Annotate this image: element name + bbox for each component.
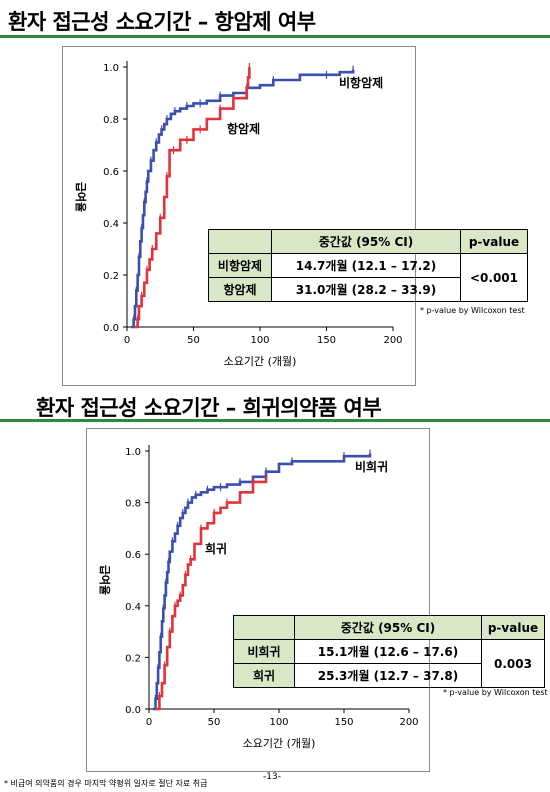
table-row-label: 비항암제 xyxy=(208,253,272,278)
table-row-label: 항암제 xyxy=(208,277,272,302)
chart-panel-anticancer: 0.0 0.2 0.4 0.6 0.8 1.0 0 50 100 150 200 소요기간 (개월) 급… xyxy=(62,46,528,386)
table-row-label: 비희귀 xyxy=(233,639,295,664)
table-header-median: 중간값 (95% CI) xyxy=(294,615,482,640)
x-tick-label: 150 xyxy=(317,335,336,346)
x-tick-label: 50 xyxy=(208,717,221,728)
wilcoxon-note: * p-value by Wilcoxon test xyxy=(420,306,525,315)
table-row-label: 희귀 xyxy=(233,663,295,688)
table-header-blank xyxy=(233,615,295,640)
km-chart-rare-drug: 0.0 0.2 0.4 0.6 0.8 1.0 0 50 100 150 200 소요기간 (개월) 급… xyxy=(98,445,419,750)
y-tick-label: 0.4 xyxy=(125,602,141,613)
y-tick-label: 0.0 xyxy=(125,705,141,716)
x-tick-label: 100 xyxy=(250,335,269,346)
series-label: 비희귀 xyxy=(355,459,388,474)
table-header-pvalue: p-value xyxy=(460,229,528,254)
table-cell-median: 25.3개월 (12.7 – 37.8) xyxy=(294,663,482,688)
table-header-median: 중간값 (95% CI) xyxy=(271,229,461,254)
chart-panel-rare-drug: 0.0 0.2 0.4 0.6 0.8 1.0 0 50 100 150 200 소요기간 (개월) 급… xyxy=(86,428,545,772)
median-table-rare-drug: 중간값 (95% CI) p-value 비희귀 15.1개월 (12.6 – … xyxy=(233,615,545,688)
x-tick-label: 200 xyxy=(383,335,402,346)
y-tick-label: 1.0 xyxy=(125,447,141,458)
y-axis-label: 급여율 xyxy=(98,565,112,595)
x-axis-label: 소요기간 (개월) xyxy=(224,355,297,368)
table-cell-median: 15.1개월 (12.6 – 17.6) xyxy=(294,639,482,664)
x-tick-label: 0 xyxy=(146,717,152,728)
series-label: 비항암제 xyxy=(339,75,383,90)
y-tick-label: 1.0 xyxy=(103,63,119,74)
median-table-anticancer: 중간값 (95% CI) p-value 비항암제 14.7개월 (12.1 –… xyxy=(208,229,528,302)
table-cell-pvalue: 0.003 xyxy=(481,639,545,688)
km-chart-anticancer: 0.0 0.2 0.4 0.6 0.8 1.0 0 50 100 150 200 소요기간 (개월) 급… xyxy=(74,61,403,368)
x-tick-label: 50 xyxy=(187,335,200,346)
table-header-blank xyxy=(208,229,272,254)
x-tick-label: 0 xyxy=(124,335,130,346)
series-label: 희귀 xyxy=(205,541,227,556)
wilcoxon-note: * p-value by Wilcoxon test xyxy=(443,688,548,697)
y-tick-label: 0.4 xyxy=(103,219,119,230)
y-tick-label: 0.8 xyxy=(125,499,141,510)
x-tick-label: 200 xyxy=(399,717,418,728)
section-title-anticancer: 환자 접근성 소요기간 – 항암제 여부 xyxy=(8,10,316,34)
table-cell-median: 31.0개월 (28.2 – 33.9) xyxy=(271,277,461,302)
x-axis-label: 소요기간 (개월) xyxy=(243,737,316,750)
y-tick-label: 0.2 xyxy=(103,271,119,282)
table-cell-median: 14.7개월 (12.1 – 17.2) xyxy=(271,253,461,278)
footnote: * 비급여 의약품의 경우 마지막 약평위 일자로 절단 자료 취급 xyxy=(4,779,208,788)
series-line xyxy=(133,67,251,329)
table-cell-pvalue: <0.001 xyxy=(460,253,528,302)
x-tick-label: 150 xyxy=(334,717,353,728)
x-tick-label: 100 xyxy=(269,717,288,728)
y-axis-label: 급여율 xyxy=(74,182,88,212)
table-header-pvalue: p-value xyxy=(481,615,545,640)
y-tick-label: 0.0 xyxy=(103,323,119,334)
y-tick-label: 0.6 xyxy=(125,550,141,561)
title-underline xyxy=(0,35,550,38)
y-tick-label: 0.8 xyxy=(103,115,119,126)
series-label: 항암제 xyxy=(227,121,260,136)
y-tick-label: 0.2 xyxy=(125,653,141,664)
title-underline xyxy=(0,419,550,422)
section-title-rare-drug: 환자 접근성 소요기간 – 희귀의약품 여부 xyxy=(36,396,382,420)
page-number: -13- xyxy=(263,772,281,782)
y-tick-label: 0.6 xyxy=(103,167,119,178)
